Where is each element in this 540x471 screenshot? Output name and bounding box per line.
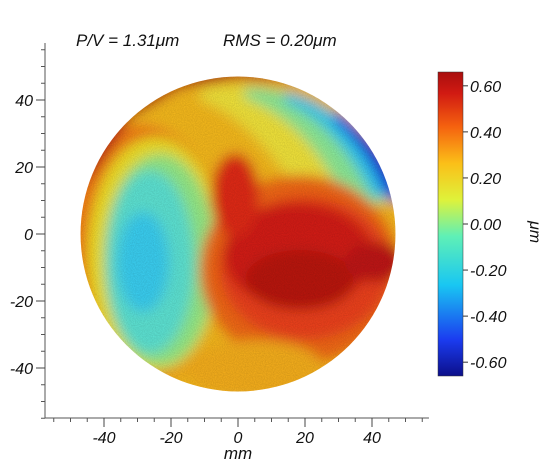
y-tick-label: 40 <box>15 93 33 110</box>
y-tick-label: -40 <box>10 361 33 378</box>
surface-map <box>80 76 396 392</box>
axes: -40 -20 0 20 40 40 20 0 -20 -40 <box>10 43 429 447</box>
y-tick-label: 0 <box>24 227 33 244</box>
x-axis-ticks: -40 -20 0 20 40 <box>92 418 381 447</box>
y-axis-ticks: 40 20 0 -20 -40 <box>10 93 45 378</box>
colorbar-scale <box>437 71 464 377</box>
colorbar-tick-label: 0.60 <box>470 79 501 96</box>
x-axis-label: mm <box>224 444 252 463</box>
x-tick-label: 0 <box>234 430 243 447</box>
colorbar-tick-label: 0.40 <box>470 125 501 142</box>
rms-title: RMS = 0.20μm <box>223 31 337 50</box>
colorbar-tick-label: -0.60 <box>470 355 507 372</box>
colorbar-tick-label: 0.20 <box>470 171 501 188</box>
colorbar-ticks: 0.60 0.40 0.20 0.00 -0.20 -0.40 -0.60 <box>463 79 507 372</box>
pv-title: P/V = 1.31μm <box>76 31 179 50</box>
colorbar-tick-label: -0.40 <box>470 309 507 326</box>
x-tick-label: 20 <box>295 430 314 447</box>
x-tick-label: -20 <box>159 430 182 447</box>
colorbar-tick-label: 0.00 <box>470 217 501 234</box>
colorbar-unit-label: μm <box>526 220 540 243</box>
colorbar: 0.60 0.40 0.20 0.00 -0.20 -0.40 -0.60 μm <box>437 71 540 377</box>
colorbar-tick-label: -0.20 <box>470 263 507 280</box>
y-tick-label: 20 <box>14 160 33 177</box>
x-tick-label: -40 <box>92 430 115 447</box>
x-tick-label: 40 <box>363 430 381 447</box>
measurement-noise <box>80 76 396 392</box>
y-tick-label: -20 <box>10 294 33 311</box>
